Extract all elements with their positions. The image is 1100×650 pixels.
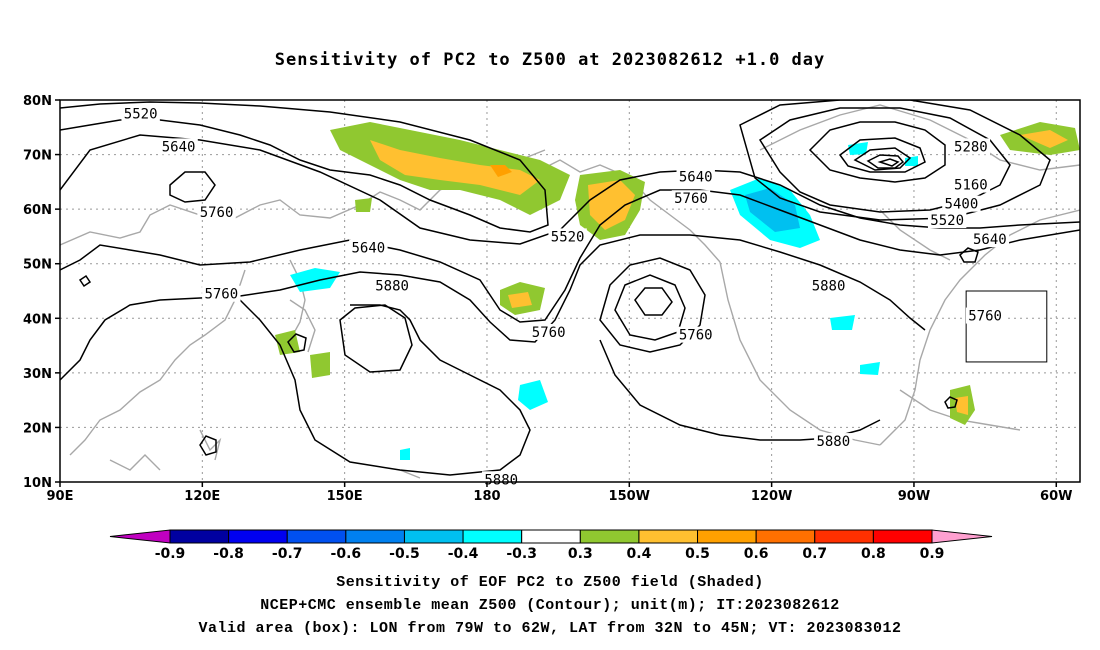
lon-tick-label: 60W [1040,489,1072,504]
contour-label: 5760 [679,328,713,344]
lat-tick-label: 50N [23,258,52,273]
contour-label-bg [372,277,412,294]
contour-label: 5520 [124,107,158,123]
contour-label-bg [942,195,981,212]
lon-tick-label: 120W [751,489,792,504]
caption-valid-area: Valid area (box): LON from 79W to 62W, L… [198,620,902,637]
colorbar-swatch [228,529,288,544]
valid-area-box [965,290,1048,363]
contour-label-bg [965,307,1005,324]
lon-tick-label: 180 [473,489,500,504]
caption-contour: NCEP+CMC ensemble mean Z500 (Contour); u… [260,597,840,614]
plot-title: Sensitivity of PC2 to Z500 at 2023082612… [274,50,826,70]
contour-label: 5880 [812,279,846,295]
lat-tick-label: 20N [23,421,52,436]
contour-label-bg [676,326,715,343]
contour-label-bg [159,138,198,155]
colorbar-label: 0.5 [685,546,710,562]
colorbar-label: -0.7 [272,546,303,562]
colorbar-label: 0.9 [920,546,945,562]
colorbar-label: 0.8 [861,546,886,562]
contour-label-bg [529,323,568,340]
lat-tick-label: 60N [23,203,52,218]
contour-label: 5520 [930,213,964,229]
contour-label: 5760 [674,191,708,207]
contour-label-bg [809,277,848,294]
colorbar-upper-arrow [931,529,993,544]
contour-label-bg [482,471,521,488]
contour-label-bg [951,176,991,193]
lon-tick-label: 90E [47,489,74,504]
colorbar-label: 0.3 [568,546,593,562]
colorbar-swatch [169,529,230,544]
colorbar-lower-arrow [109,529,171,544]
colorbar-label: -0.5 [389,546,420,562]
colorbar: -0.9 -0.8 -0.7 -0.6 -0.5 -0.4 -0.3 0.3 0.4 0.5 0.6… [109,529,993,562]
contour-label-bg [349,239,388,256]
contour-labels: 5520564057605640576058805880552057605640… [121,105,1010,488]
colorbar-label: 0.7 [802,546,827,562]
colorbar-swatch [462,529,523,544]
contour-label-bg [121,105,160,122]
contour-label: 5400 [945,197,979,213]
colorbar-swatch [345,529,405,544]
lon-tick-label: 150E [327,489,363,504]
contour-label: 5160 [954,178,988,194]
lat-tick-label: 40N [23,312,52,327]
contour-label-bg [197,203,236,220]
colorbar-label: -0.8 [213,546,244,562]
contour-label: 5640 [973,232,1007,248]
lat-tick-label: 30N [23,367,52,382]
contour-label-bg [927,212,967,229]
contour-label: 5760 [968,309,1002,325]
contour-label: 5280 [954,139,988,155]
contour-label: 5640 [162,139,196,155]
lon-tick-label: 120E [184,489,220,504]
contour-label: 5520 [551,229,585,245]
colorbar-label: -0.6 [331,546,362,562]
contour-label: 5640 [679,169,713,185]
colorbar-swatch [814,529,874,544]
colorbar-label: 0.6 [744,546,769,562]
contour-label-bg [548,228,587,245]
contour-label-bg [671,190,711,207]
colorbar-swatch [286,529,347,544]
contour-label: 5880 [484,472,518,488]
lon-tick-label: 90W [898,489,930,504]
contour-label: 5880 [816,434,850,450]
colorbar-swatch [579,529,640,544]
contour-label: 5880 [375,279,409,295]
caption-shaded: Sensitivity of EOF PC2 to Z500 field (Sh… [336,574,764,591]
z500-contours [60,100,1080,476]
lon-tick-label: 150W [609,489,650,504]
plot-frame [59,99,1081,483]
contour-label: 5760 [200,205,234,221]
colorbar-swatch [403,529,464,544]
contour-label-bg [951,138,991,155]
colorbar-swatch [755,529,816,544]
colorbar-swatch [521,529,581,544]
lat-tick-label: 80N [23,94,52,109]
contour-label-bg [814,433,853,450]
colorbar-label: -0.3 [506,546,537,562]
colorbar-swatch [697,529,757,544]
contour-label-bg [970,231,1010,248]
contour-label-bg [676,168,715,185]
contour-label-bg [202,285,241,302]
lat-tick-label: 70N [23,149,52,164]
contour-label: 5760 [532,325,566,341]
colorbar-swatch [872,529,933,544]
colorbar-label: -0.4 [448,546,479,562]
colorbar-label: 0.4 [627,546,652,562]
colorbar-swatch [638,529,699,544]
contour-label: 5640 [352,240,386,256]
colorbar-label: -0.9 [155,546,186,562]
lat-tick-label: 10N [23,476,52,491]
contour-label: 5760 [204,287,238,303]
